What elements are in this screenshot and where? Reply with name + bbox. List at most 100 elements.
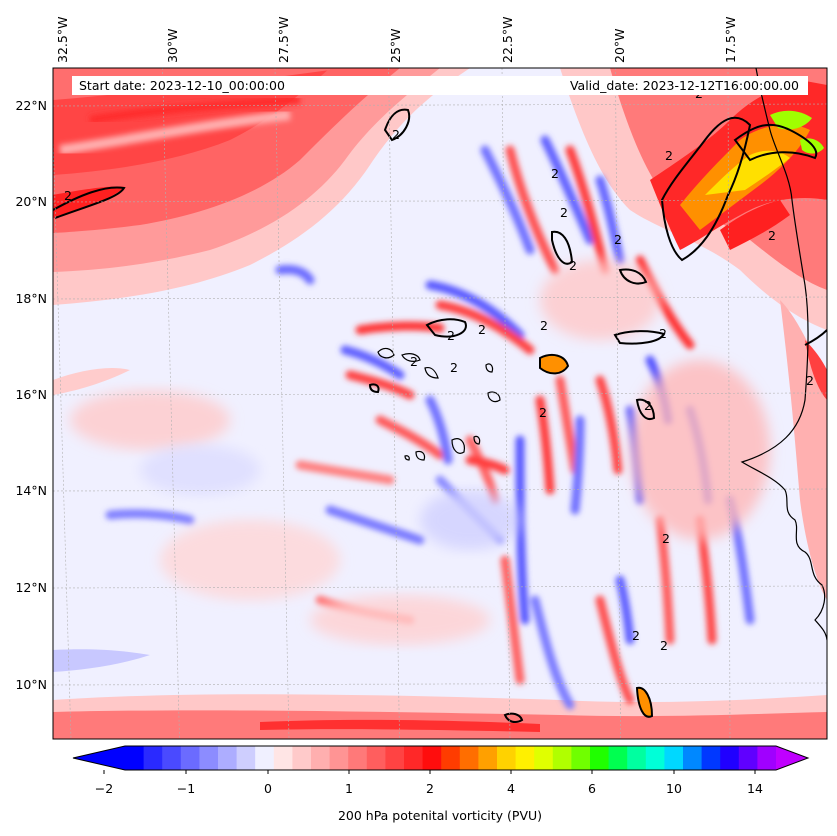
colorbar-tick-label: 2 <box>426 781 434 796</box>
pv-filament <box>595 175 625 265</box>
pv-filament <box>535 395 555 495</box>
colorbar-swatch <box>292 746 312 770</box>
contour-label: 2 <box>560 205 568 220</box>
contour-label: 2 <box>660 638 668 653</box>
pv-filament <box>565 145 610 275</box>
pv-filament <box>425 280 525 340</box>
colorbar-swatch <box>571 746 591 770</box>
colorbar-swatch <box>497 746 517 770</box>
map-area <box>53 68 827 739</box>
colorbar-swatch <box>348 746 368 770</box>
pv-filament <box>375 415 445 460</box>
lat-label: 20°N <box>15 194 47 209</box>
colorbar-swatch <box>143 746 163 770</box>
lon-label: 32.5°W <box>55 17 70 63</box>
lat-label: 22°N <box>15 98 47 113</box>
pv-blob <box>420 490 520 550</box>
pv-blob <box>310 595 490 645</box>
contour-label: 2 <box>478 322 486 337</box>
lon-label: 17.5°W <box>723 17 738 63</box>
lon-label: 30°W <box>165 28 180 63</box>
lat-label: 16°N <box>15 387 47 402</box>
colorbar-swatch <box>441 746 461 770</box>
colorbar-max-arrow <box>776 746 808 770</box>
pv-blob <box>540 260 660 340</box>
colorbar-tick-label: 6 <box>588 781 596 796</box>
pv-filaments <box>70 135 770 710</box>
contour-label: 2 <box>632 628 640 643</box>
valid-date-label: Valid_date: 2023-12-12T16:00:00.00 <box>569 78 799 93</box>
colorbar-tick-label: 14 <box>747 781 763 796</box>
pv-field-northeast <box>560 68 827 330</box>
colorbar-outline <box>72 745 810 771</box>
contour-label: 2 <box>450 360 458 375</box>
pv-field-northwest <box>53 68 470 395</box>
colorbar-tick-label: 4 <box>507 781 515 796</box>
pv-filament <box>555 375 580 475</box>
pv-filament <box>325 505 425 545</box>
pv-filament <box>635 255 695 350</box>
colorbar-min-arrow <box>73 746 125 770</box>
contour-label: 2 <box>447 328 455 343</box>
colorbar-swatch <box>757 746 777 770</box>
contour-label: 2 <box>551 166 559 181</box>
colorbar-tick-label: 0 <box>264 781 272 796</box>
pv-filament <box>340 345 405 380</box>
map-frame <box>52 67 828 740</box>
contour-label: 2 <box>569 258 577 273</box>
pv-filament <box>505 145 560 275</box>
contour-label: 2 <box>644 398 652 413</box>
colorbar-swatch <box>608 746 628 770</box>
colorbar-swatch <box>720 746 740 770</box>
latitude-labels: 22°N 20°N 18°N 16°N 14°N 12°N 10°N <box>15 98 47 692</box>
lon-label: 20°W <box>612 28 627 63</box>
pv-filament <box>570 415 585 515</box>
date-info-box <box>72 76 808 95</box>
pv-blob <box>140 445 260 495</box>
pv-field-south <box>53 649 827 739</box>
contour-label: 2 <box>539 405 547 420</box>
colorbar-swatch <box>218 746 238 770</box>
pv-filament <box>355 321 445 335</box>
colorbar-swatch <box>515 746 535 770</box>
colorbar-swatch <box>459 746 479 770</box>
colorbar-tick-label: 10 <box>666 781 682 796</box>
lon-label: 27.5°W <box>276 17 291 63</box>
colorbar-tick-label: −1 <box>176 781 196 796</box>
coastline <box>377 68 827 641</box>
colorbar <box>72 745 810 774</box>
colorbar-swatch <box>627 746 647 770</box>
lat-label: 10°N <box>15 677 47 692</box>
colorbar-swatch <box>478 746 498 770</box>
pv-filament <box>530 595 575 710</box>
colorbar-swatch <box>645 746 665 770</box>
pv-filament <box>105 509 195 525</box>
pv-filament <box>615 575 635 645</box>
pv-blob <box>630 360 770 540</box>
colorbar-swatch <box>180 746 200 770</box>
colorbar-swatch <box>738 746 758 770</box>
colorbar-swatch <box>273 746 293 770</box>
contour-label: 2 <box>392 127 400 142</box>
colorbar-swatch <box>162 746 182 770</box>
longitude-labels: 32.5°W 30°W 27.5°W 25°W 22.5°W 20°W 17.5°W <box>55 17 738 63</box>
contour-label: 2 <box>614 232 622 247</box>
pv-filament <box>480 145 535 255</box>
contour-label: 2 <box>540 318 548 333</box>
pv-filament <box>655 515 675 645</box>
pv-filament <box>345 370 415 400</box>
colorbar-swatch <box>329 746 349 770</box>
gridlines <box>53 68 827 739</box>
colorbar-swatch <box>552 746 572 770</box>
pv-filament <box>275 265 315 285</box>
pv-filament <box>465 455 510 475</box>
contour-label: 2 <box>659 326 667 341</box>
lon-label: 25°W <box>388 28 403 63</box>
contour-label: 2 <box>665 148 673 163</box>
pv-filament <box>540 135 595 245</box>
colorbar-swatch <box>199 746 219 770</box>
contour-label: 2 <box>662 531 670 546</box>
pv-blob <box>160 520 340 600</box>
colorbar-swatch <box>366 746 386 770</box>
colorbar-tick-label: −2 <box>94 781 114 796</box>
